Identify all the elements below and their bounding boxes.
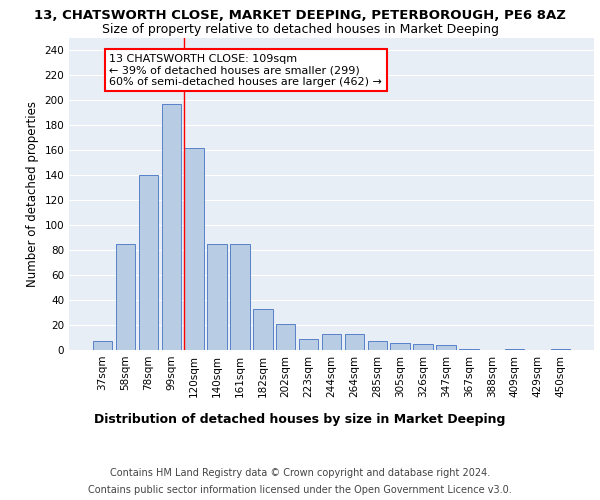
Bar: [368, 341, 387, 350]
Bar: [253, 308, 272, 350]
Bar: [230, 244, 250, 350]
Bar: [139, 175, 158, 350]
Bar: [161, 104, 181, 350]
Bar: [413, 344, 433, 350]
Bar: [505, 349, 524, 350]
Bar: [93, 341, 112, 350]
Bar: [436, 345, 455, 350]
Bar: [276, 324, 295, 350]
Bar: [299, 339, 319, 350]
Bar: [184, 148, 204, 350]
Text: 13 CHATSWORTH CLOSE: 109sqm
← 39% of detached houses are smaller (299)
60% of se: 13 CHATSWORTH CLOSE: 109sqm ← 39% of det…: [109, 54, 382, 87]
Bar: [344, 334, 364, 350]
Text: Contains public sector information licensed under the Open Government Licence v3: Contains public sector information licen…: [88, 485, 512, 495]
Bar: [322, 334, 341, 350]
Text: 13, CHATSWORTH CLOSE, MARKET DEEPING, PETERBOROUGH, PE6 8AZ: 13, CHATSWORTH CLOSE, MARKET DEEPING, PE…: [34, 9, 566, 22]
Bar: [459, 349, 479, 350]
Bar: [391, 342, 410, 350]
Bar: [551, 349, 570, 350]
Text: Size of property relative to detached houses in Market Deeping: Size of property relative to detached ho…: [101, 22, 499, 36]
Text: Contains HM Land Registry data © Crown copyright and database right 2024.: Contains HM Land Registry data © Crown c…: [110, 468, 490, 477]
Y-axis label: Number of detached properties: Number of detached properties: [26, 101, 39, 287]
Bar: [116, 244, 135, 350]
Text: Distribution of detached houses by size in Market Deeping: Distribution of detached houses by size …: [94, 412, 506, 426]
Bar: [208, 244, 227, 350]
